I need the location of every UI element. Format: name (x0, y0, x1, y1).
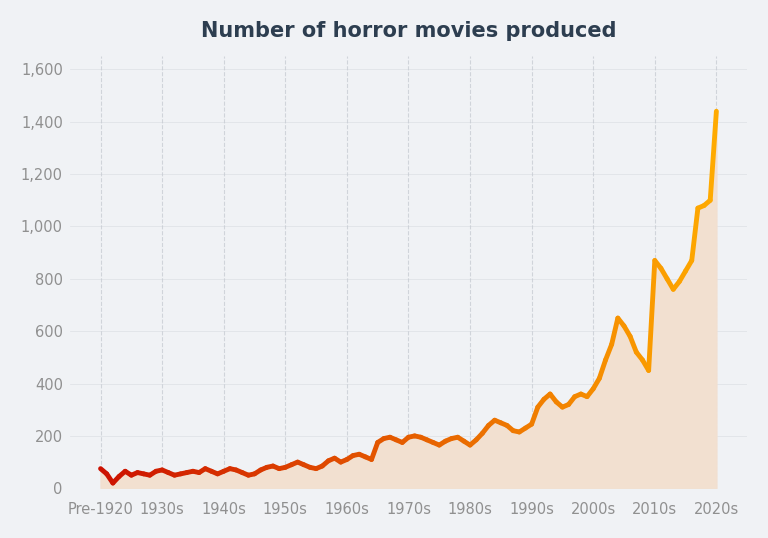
Title: Number of horror movies produced: Number of horror movies produced (200, 21, 616, 41)
